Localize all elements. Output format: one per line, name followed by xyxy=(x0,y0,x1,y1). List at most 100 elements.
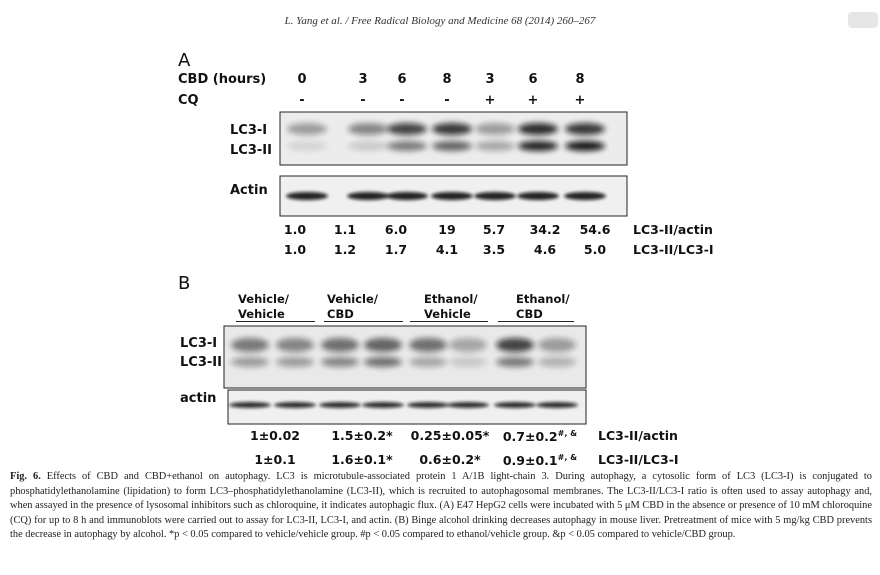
blot-band xyxy=(231,338,269,352)
caption: Fig. 6. Effects of CBD and CBD+ethanol o… xyxy=(10,470,872,543)
blot-band xyxy=(348,123,388,135)
band-label: LC3-I xyxy=(180,336,218,351)
blot-band xyxy=(287,123,327,135)
blot-band xyxy=(387,123,427,135)
group-label: Vehicle xyxy=(424,307,471,321)
blot-band xyxy=(321,357,359,367)
blot-band xyxy=(347,192,389,200)
blot-band xyxy=(231,357,269,367)
time-label: 8 xyxy=(575,72,585,87)
quant-label: LC3-II/actin xyxy=(598,428,678,443)
blot-band xyxy=(564,192,606,200)
blot-band xyxy=(449,338,487,352)
quant-value: 1±0.1 xyxy=(254,452,296,467)
blot-band xyxy=(319,402,361,408)
group-underline xyxy=(498,321,574,322)
blot-band xyxy=(518,141,558,151)
row-label: CQ xyxy=(178,93,199,108)
caption-text: Effects of CBD and CBD+ethanol on autoph… xyxy=(10,471,872,541)
blot-band xyxy=(447,402,489,408)
blot-band xyxy=(286,192,328,200)
band-label: actin xyxy=(180,391,217,406)
blot-b-lc3 xyxy=(223,325,587,389)
blot-band xyxy=(538,338,576,352)
panel-label: A xyxy=(178,50,191,71)
blot-band xyxy=(409,338,447,352)
quant-value: 6.0 xyxy=(384,222,408,237)
band-label: LC3-II xyxy=(230,143,272,158)
blot-band xyxy=(229,402,271,408)
quant-value: 54.6 xyxy=(579,222,611,237)
corner-mark xyxy=(848,12,878,28)
blot-band xyxy=(387,141,427,151)
time-label: 6 xyxy=(397,72,407,87)
row-label: CBD (hours) xyxy=(178,72,267,87)
quant-value: 0.7±0.2#, & xyxy=(502,429,578,444)
group-label: CBD xyxy=(327,307,354,321)
quant-value: 3.5 xyxy=(482,242,506,257)
quant-value: 4.6 xyxy=(533,242,557,257)
quant-value: 0.6±0.2* xyxy=(419,452,481,467)
bands xyxy=(229,123,606,408)
quant-value: 1.7 xyxy=(384,242,408,257)
quant-value: 19 xyxy=(438,222,456,237)
quant-value: 4.1 xyxy=(435,242,459,257)
quant-value: 0.25±0.05* xyxy=(410,428,490,443)
significance: #, & xyxy=(557,429,578,438)
blot-band xyxy=(432,123,472,135)
blot-band xyxy=(432,141,472,151)
quant-value: 1.5±0.2* xyxy=(331,428,393,443)
quant-value: 1±0.02 xyxy=(249,428,301,443)
blot-band xyxy=(565,123,605,135)
blot-band xyxy=(565,141,605,151)
quant-value: 1.0 xyxy=(283,242,307,257)
blot-band xyxy=(321,338,359,352)
band-label: Actin xyxy=(230,183,268,198)
blot-band xyxy=(431,192,473,200)
blot-band xyxy=(287,141,327,151)
cq-sign: + xyxy=(527,93,539,108)
blot-band xyxy=(517,192,559,200)
blot-band xyxy=(536,402,578,408)
cq-sign: + xyxy=(484,93,496,108)
quant-label: LC3-II/LC3-I xyxy=(633,242,714,257)
blot-band xyxy=(407,402,449,408)
quant-label: LC3-II/LC3-I xyxy=(598,452,679,467)
group-label: Ethanol/ xyxy=(424,292,478,306)
cq-sign: - xyxy=(299,93,305,108)
blot-band xyxy=(364,357,402,367)
cq-sign: - xyxy=(360,93,366,108)
time-label: 0 xyxy=(297,72,307,87)
cq-sign: - xyxy=(444,93,450,108)
time-label: 3 xyxy=(358,72,368,87)
blot-a-lc3 xyxy=(279,111,628,166)
blot-band xyxy=(274,402,316,408)
panel-label: B xyxy=(178,273,191,294)
caption-label: Fig. 6. xyxy=(10,471,41,482)
cq-sign: - xyxy=(399,93,405,108)
quant-value: 1.0 xyxy=(283,222,307,237)
quant-value: 34.2 xyxy=(529,222,561,237)
time-label: 6 xyxy=(528,72,538,87)
running-header: L. Yang et al. / Free Radical Biology an… xyxy=(284,15,596,27)
band-label: LC3-I xyxy=(230,123,268,138)
blot-band xyxy=(496,357,534,367)
blot-band xyxy=(364,338,402,352)
group-label: CBD xyxy=(516,307,543,321)
blot-band xyxy=(348,141,388,151)
group-label: Vehicle/ xyxy=(327,292,378,306)
blot-band xyxy=(518,123,558,135)
quant-value: 1.1 xyxy=(333,222,357,237)
time-label: 3 xyxy=(485,72,495,87)
blot-band xyxy=(362,402,404,408)
blot-band xyxy=(475,123,515,135)
quant-value: 0.9±0.1#, & xyxy=(502,453,578,468)
quant-value: 1.2 xyxy=(333,242,357,257)
quant-label: LC3-II/actin xyxy=(633,222,713,237)
blot-band xyxy=(449,357,487,367)
group-label: Vehicle xyxy=(238,307,285,321)
blot-band xyxy=(276,338,314,352)
group-underline xyxy=(236,321,315,322)
quant-value: 1.6±0.1* xyxy=(331,452,393,467)
